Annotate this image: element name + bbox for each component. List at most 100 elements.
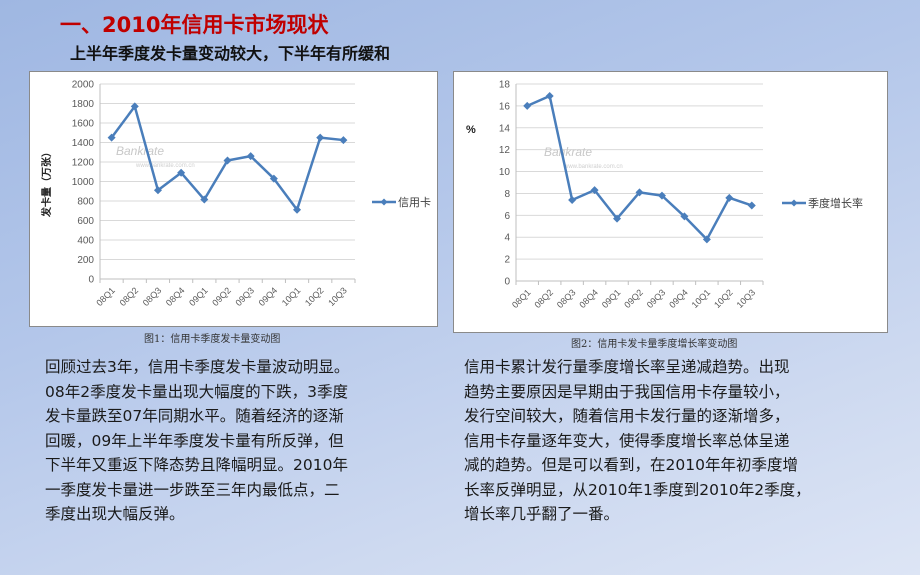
x-tick-label: 09Q3 <box>645 287 668 310</box>
x-tick-label: 09Q1 <box>600 287 623 310</box>
chart-card-issuance: 0 200 400 600 800 1000 1200 1400 1600 1800 2000 08Q… <box>29 71 438 327</box>
paragraph-line: 一季度发卡量进一步跌至三年内最低点，二 <box>45 480 340 499</box>
y-tick-label: 1400 <box>72 138 95 149</box>
chart-caption-1: 图1：信用卡季度发卡量变动图 <box>144 334 281 345</box>
paragraph-line: 下半年又重返下降态势且降幅明显。2010年 <box>45 456 348 474</box>
y-tick-label: 18 <box>499 80 511 91</box>
y-tick-label: 600 <box>77 216 94 227</box>
data-point-marker <box>545 92 554 101</box>
paragraph-line: 信用卡存量逐年变大，使得季度增长率总体呈递 <box>464 431 790 450</box>
x-tick-label: 09Q4 <box>257 285 280 308</box>
y-tick-label: 6 <box>504 211 510 222</box>
x-tick-label: 08Q3 <box>141 285 164 308</box>
data-point-marker <box>200 195 209 204</box>
data-point-marker <box>523 101 532 110</box>
x-tick-label: 10Q1 <box>690 287 713 310</box>
data-point-marker <box>316 133 325 142</box>
paragraph-line: 减的趋势。但是可以看到，在2010年年初季度增 <box>464 456 798 474</box>
data-point-marker <box>223 156 232 165</box>
data-point-marker <box>339 136 348 145</box>
y-tick-label: 16 <box>499 101 511 112</box>
y-tick-label: 2 <box>504 255 510 266</box>
y-tick-label: 800 <box>77 197 94 208</box>
y-tick-label: 1600 <box>72 119 95 130</box>
x-tick-label: 08Q3 <box>555 287 578 310</box>
y-tick-label: 1200 <box>72 158 95 169</box>
y-tick-label: 8 <box>504 189 510 200</box>
y-tick-label: 1800 <box>72 99 95 110</box>
x-tick-label: 10Q3 <box>735 287 758 310</box>
y-tick-label: 4 <box>504 233 510 244</box>
data-point-marker <box>246 152 255 161</box>
data-point-marker <box>153 186 162 195</box>
paragraph-line: 长率反弹明显，从2010年1季度到2010年2季度， <box>464 480 811 499</box>
y-tick-label: 0 <box>504 277 510 288</box>
data-point-marker <box>680 212 689 221</box>
data-point-marker <box>130 102 139 111</box>
x-tick-label: 10Q2 <box>712 287 735 310</box>
paragraph-line: 回顾过去3年，信用卡季度发卡量波动明显。 <box>45 358 350 376</box>
x-tick-label: 09Q2 <box>210 285 233 308</box>
x-tick-label: 09Q1 <box>187 285 210 308</box>
paragraph-line: 增长率几乎翻了一番。 <box>464 505 620 523</box>
y-tick-label: 400 <box>77 236 94 247</box>
paragraph-line: 发卡量跌至07年同期水平。随着经济的逐渐 <box>45 407 344 425</box>
page-title: 一、2010年信用卡市场现状 <box>60 13 329 37</box>
paragraph-line: 趋势主要原因是早期由于我国信用卡存量较小， <box>464 382 790 401</box>
watermark-logo: Bankrate <box>544 145 592 159</box>
watermark-logo: Bankrate <box>116 144 164 158</box>
x-tick-label: 08Q4 <box>577 287 600 310</box>
data-point-marker <box>590 186 599 195</box>
y-tick-label: 0 <box>88 275 94 286</box>
y-axis-label: % <box>466 124 476 136</box>
y-tick-label: 12 <box>499 145 511 156</box>
data-point-marker <box>177 168 186 177</box>
watermark-url: www.bankrate.com.cn <box>563 164 623 170</box>
series-line <box>526 94 753 241</box>
paragraph-line: 回暖，09年上半年季度发卡量有所反弹，但 <box>45 431 344 450</box>
x-tick-label: 08Q2 <box>118 285 141 308</box>
line-chart-issuance: 0 200 400 600 800 1000 1200 1400 1600 1800 2000 08Q… <box>40 80 431 308</box>
x-tick-label: 09Q2 <box>622 287 645 310</box>
x-tick-label: 09Q4 <box>667 287 690 310</box>
legend-marker-icon <box>380 198 388 206</box>
legend-label: 季度增长率 <box>808 196 863 210</box>
x-tick-label: 10Q2 <box>303 285 326 308</box>
x-tick-label: 08Q4 <box>164 285 187 308</box>
data-point-marker <box>293 205 302 214</box>
y-tick-label: 2000 <box>72 80 95 91</box>
paragraph-right: 信用卡累计发行量季度增长率呈递减趋势。出现 趋势主要原因是早期由于我国信用卡存量… <box>464 355 904 527</box>
x-tick-label: 10Q1 <box>280 285 303 308</box>
paragraph-line: 08年2季度发卡量出现大幅度的下跌，3季度 <box>45 382 348 401</box>
paragraph-line: 季度出现大幅反弹。 <box>45 505 185 523</box>
y-axis-label: 发卡量（万张） <box>40 147 53 218</box>
y-tick-label: 200 <box>77 255 94 266</box>
data-point-marker <box>747 201 756 210</box>
x-tick-label: 09Q3 <box>233 285 256 308</box>
y-tick-label: 1000 <box>72 177 95 188</box>
chart-card-growth-rate: 0 2 4 6 8 10 12 14 16 18 08Q1 08Q2 08Q3 08Q4 09Q1 09Q2 0… <box>453 71 888 333</box>
x-tick-label: 08Q1 <box>510 287 533 310</box>
page-subtitle: 上半年季度发卡量变动较大，下半年有所缓和 <box>70 44 391 63</box>
data-point-marker <box>635 188 644 197</box>
chart-caption-2: 图2：信用卡发卡量季度增长率变动图 <box>571 339 738 350</box>
x-tick-label: 10Q3 <box>326 285 349 308</box>
data-point-marker <box>657 191 666 200</box>
data-point-marker <box>725 193 734 202</box>
x-tick-label: 08Q1 <box>94 285 117 308</box>
legend-marker-icon <box>790 199 798 207</box>
data-point-marker <box>613 214 622 223</box>
paragraph-line: 发行空间较大，随着信用卡发行量的逐渐增多， <box>464 407 790 425</box>
paragraph-line: 信用卡累计发行量季度增长率呈递减趋势。出现 <box>464 358 790 376</box>
data-point-marker <box>702 235 711 244</box>
paragraph-left: 回顾过去3年，信用卡季度发卡量波动明显。 08年2季度发卡量出现大幅度的下跌，3… <box>45 355 425 527</box>
data-point-marker <box>568 196 577 205</box>
x-tick-label: 08Q2 <box>532 287 555 310</box>
legend-label: 信用卡 <box>398 196 431 209</box>
data-point-marker <box>269 174 278 183</box>
watermark-url: www.bankrate.com.cn <box>135 163 195 169</box>
y-tick-label: 10 <box>499 167 511 178</box>
data-point-marker <box>107 133 116 142</box>
y-tick-label: 14 <box>499 123 511 134</box>
